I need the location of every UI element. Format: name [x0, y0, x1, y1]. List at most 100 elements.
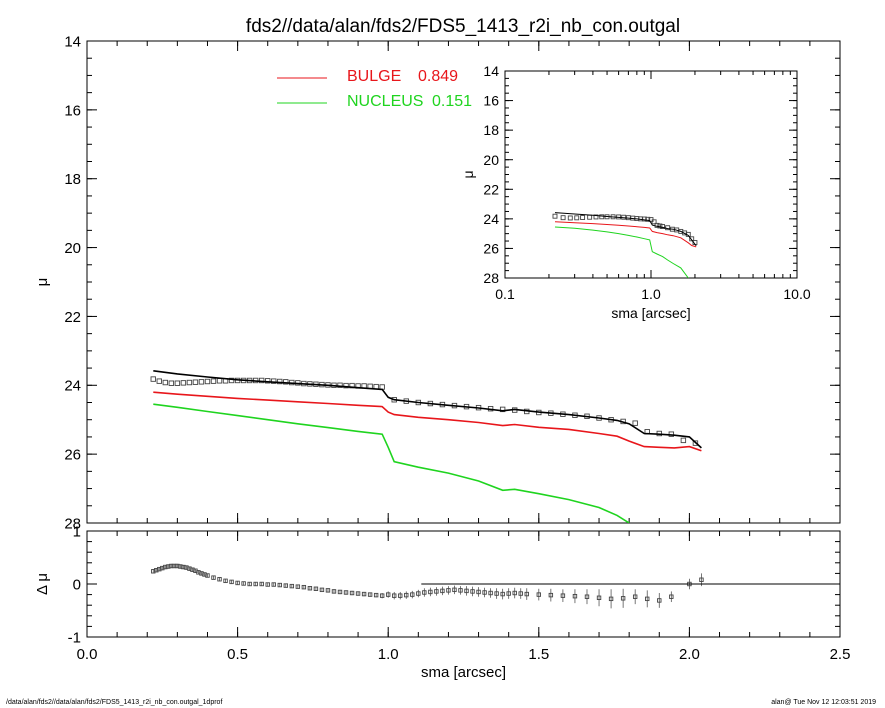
data-point-residuals — [157, 566, 162, 572]
series-line-model — [554, 212, 697, 247]
x-tick-label: 0.0 — [77, 646, 98, 663]
residual-panel: 0.0 0.5 1.0 1.5 2.0 2.5 1 0 -1 sma [arcsec] Δ μ — [34, 523, 850, 681]
data-point-residuals — [283, 583, 288, 588]
x-tick-label: 2.0 — [679, 646, 700, 663]
data-point-residuals — [187, 566, 192, 571]
data-point-data — [692, 440, 699, 446]
data-point-data — [641, 216, 647, 222]
data-point-residuals — [452, 587, 457, 593]
data-point-residuals — [169, 563, 174, 569]
data-point-residuals — [154, 568, 159, 573]
data-point-residuals — [202, 572, 207, 577]
y-tick-label: 28 — [64, 515, 81, 532]
data-point-residuals — [404, 592, 409, 598]
data-point-residuals — [518, 591, 523, 596]
x-axis-label: sma [arcsec] — [421, 664, 506, 681]
data-point-residuals — [392, 593, 397, 598]
data-point-residuals — [331, 589, 337, 594]
data-point-data — [156, 378, 162, 384]
plot-data — [150, 370, 702, 523]
data-point-residuals — [178, 564, 183, 569]
y-tick-label: 24 — [483, 211, 499, 227]
data-point-residuals — [295, 584, 301, 589]
data-point-residuals — [645, 596, 650, 602]
data-point-residuals — [596, 595, 602, 600]
data-point-data — [680, 437, 687, 444]
data-point-residuals — [428, 589, 433, 595]
data-point-residuals — [205, 573, 210, 578]
data-point-data — [593, 214, 599, 220]
data-point-residuals — [470, 589, 475, 594]
data-point-residuals — [560, 593, 566, 598]
y-tick-label: 14 — [483, 63, 499, 79]
data-point-residuals — [500, 591, 505, 597]
data-point-data — [689, 236, 695, 242]
data-point-data — [580, 215, 586, 220]
data-point-residuals — [307, 586, 313, 591]
data-point-residuals — [163, 564, 168, 570]
data-point-residuals — [416, 591, 421, 596]
y-tick-label: 16 — [483, 93, 499, 109]
data-point-data — [277, 378, 283, 385]
y-tick-label: 16 — [64, 102, 81, 119]
data-point-data — [265, 378, 271, 384]
data-point-residuals — [289, 583, 295, 589]
data-point-data — [216, 378, 223, 384]
y-tick-label: 22 — [483, 181, 499, 197]
data-point-residuals — [379, 593, 385, 598]
y-tick-label: 20 — [64, 240, 81, 257]
data-point-residuals — [494, 591, 499, 596]
data-point-residuals — [271, 582, 276, 587]
x-tick-label: 1.0 — [641, 286, 661, 302]
series-line-nucleus — [153, 403, 630, 523]
data-point-residuals — [434, 589, 439, 594]
data-point-data — [210, 378, 217, 384]
y-tick-label: 26 — [64, 447, 81, 464]
data-point-residuals — [319, 587, 325, 593]
data-point-data — [560, 215, 566, 221]
data-point-residuals — [325, 588, 331, 593]
data-point-residuals — [337, 589, 343, 595]
footer-left: /data/alan/fds2//data/alan/fds2/FDS5_141… — [6, 699, 222, 706]
data-point-data — [228, 377, 235, 384]
data-point-residuals — [151, 569, 156, 574]
y-tick-label: 14 — [64, 33, 81, 50]
data-point-residuals — [440, 588, 445, 594]
data-point-residuals — [172, 563, 177, 569]
data-point-data — [174, 380, 181, 386]
data-point-data — [645, 216, 651, 222]
data-point-data — [499, 406, 506, 413]
data-point-residuals — [410, 592, 415, 597]
y-tick-label: 1 — [73, 523, 81, 540]
data-point-data — [150, 376, 156, 382]
data-point-data — [204, 378, 211, 385]
data-point-residuals — [488, 590, 493, 596]
data-point-residuals — [259, 581, 264, 587]
y-axis-label: Δ μ — [34, 573, 51, 595]
data-point-residuals — [196, 570, 201, 575]
data-point-data — [599, 214, 605, 220]
data-point-residuals — [247, 581, 252, 587]
legend: BULGE 0.849 NUCLEUS 0.151 — [277, 68, 472, 110]
data-point-residuals — [482, 590, 487, 595]
y-tick-label: 0 — [73, 576, 81, 593]
data-point-residuals — [373, 592, 379, 598]
data-point-residuals — [253, 581, 258, 587]
plot-data — [151, 563, 840, 609]
series-line-bulge — [153, 391, 702, 452]
data-point-residuals — [265, 582, 270, 587]
data-point-data — [651, 219, 657, 225]
data-point-residuals — [464, 588, 469, 594]
series-line-model — [153, 370, 702, 449]
data-point-residuals — [458, 588, 463, 593]
data-point-residuals — [572, 593, 578, 599]
series-line-nucleus — [554, 226, 689, 278]
data-point-residuals — [181, 564, 186, 570]
data-point-data — [271, 378, 277, 384]
y-tick-label: -1 — [68, 629, 81, 646]
data-point-residuals — [361, 591, 367, 597]
data-point-residuals — [241, 581, 246, 586]
plot-frame — [86, 40, 841, 524]
y-tick-label: 24 — [64, 378, 81, 395]
legend-value-nucleus: 0.151 — [432, 93, 472, 110]
